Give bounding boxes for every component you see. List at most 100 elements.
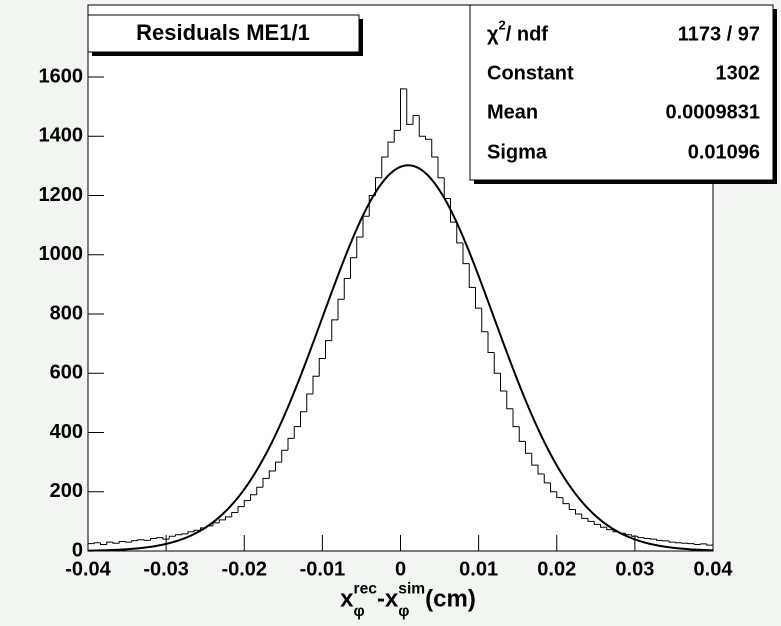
histogram-bin [250,494,257,501]
histogram-bin [150,538,157,541]
chart-title: Residuals ME1/1 [136,20,310,45]
x-label-sup: sim [398,580,425,597]
histogram-bin [543,473,551,484]
x-tick-label: 0.01 [459,558,498,580]
stats-label: Constant [487,62,574,84]
histogram-bin [287,437,295,451]
y-tick-label: 1000 [39,243,84,265]
histogram-bin [587,518,595,522]
histogram-bin [681,542,688,544]
histogram-bin [481,308,488,333]
x-tick-label: 0.02 [537,558,576,580]
stats-label: χ [487,23,499,45]
histogram-bin [518,426,526,442]
histogram-bin [575,509,582,515]
histogram-bin [506,391,513,410]
stats-value: 0.0009831 [665,101,760,123]
histogram-bin [531,453,538,466]
histogram-bin [181,533,188,535]
x-label-sup: rec [354,580,378,597]
histogram-bin [381,156,388,178]
histogram-bin [356,236,363,258]
histogram-bin [700,543,707,545]
histogram-bin [231,511,238,517]
histogram-bin [500,373,507,392]
histogram-bin [312,375,320,394]
histogram-bin [156,537,163,539]
histogram-bin [675,542,682,544]
histogram-bin [456,222,463,244]
x-tick-label: 0.03 [615,558,654,580]
x-label: (cm) [425,585,476,612]
histogram-bin [606,527,613,531]
histogram-bin [275,461,282,472]
x-label: -x [377,585,399,612]
stats-box [469,4,774,181]
x-label-sub: φ [398,603,409,620]
histogram-bin [293,426,301,439]
histogram-bin [568,503,576,511]
histogram-bin [562,497,570,505]
histogram-bin [581,513,588,519]
histogram-bin [631,534,638,537]
histogram-bin [593,521,601,525]
stats-value: 1173 / 97 [678,23,760,45]
x-tick-label: -0.03 [143,558,189,580]
histogram-bin [175,534,182,537]
histogram-bin [256,486,263,495]
y-tick-label: 400 [50,421,83,443]
histogram-bin [656,539,663,541]
x-tick-label: -0.04 [65,558,111,580]
histogram-bin [668,540,676,543]
stats-label: / ndf [506,23,549,45]
histogram-bin [162,537,170,540]
histogram-bin [268,470,276,479]
histogram-bin [418,115,426,137]
histogram-bin [637,536,645,539]
histogram-bin [512,408,520,428]
histogram-bin [168,535,176,540]
histogram-bin [437,156,445,179]
histogram-bin [343,277,351,300]
histogram-bin [525,441,532,454]
histogram-bin [537,465,545,475]
histogram-bin [706,543,713,546]
histogram-bin [331,319,338,341]
histogram-bin [87,543,95,551]
histogram-bin [412,115,420,125]
histogram-bin [237,506,245,513]
histogram-bin [318,357,326,377]
stats-label-sup: 2 [499,17,506,32]
title-box [87,14,360,53]
histogram-bin [600,524,607,528]
histogram-bin [493,352,501,374]
y-tick-label: 1400 [39,125,84,147]
histogram-bin [350,257,357,279]
histogram-bin [306,393,313,412]
histogram-bin [106,541,113,545]
histogram-bin [693,543,701,545]
histogram-bin [137,539,145,541]
histogram-bin [406,88,413,125]
histogram-bin [375,177,382,196]
histogram-bin [450,198,457,223]
histogram-bin [300,411,307,427]
histogram-bin [125,541,132,543]
histogram-bin [387,141,395,157]
fit-curve [87,164,714,552]
histogram-bin [337,298,345,320]
stats-label: Sigma [487,141,548,163]
stats-label: Mean [487,101,538,123]
histogram-bin [243,500,251,507]
histogram-bin [468,263,476,288]
histogram-bin [281,449,288,463]
histogram-bin [556,491,563,499]
x-tick-label: 0.04 [694,558,734,580]
y-tick-label: 1600 [39,65,84,87]
histogram-bin [400,88,407,131]
histogram-bin [218,519,226,523]
x-label-sub: φ [354,603,365,620]
y-tick-label: 800 [50,302,83,324]
